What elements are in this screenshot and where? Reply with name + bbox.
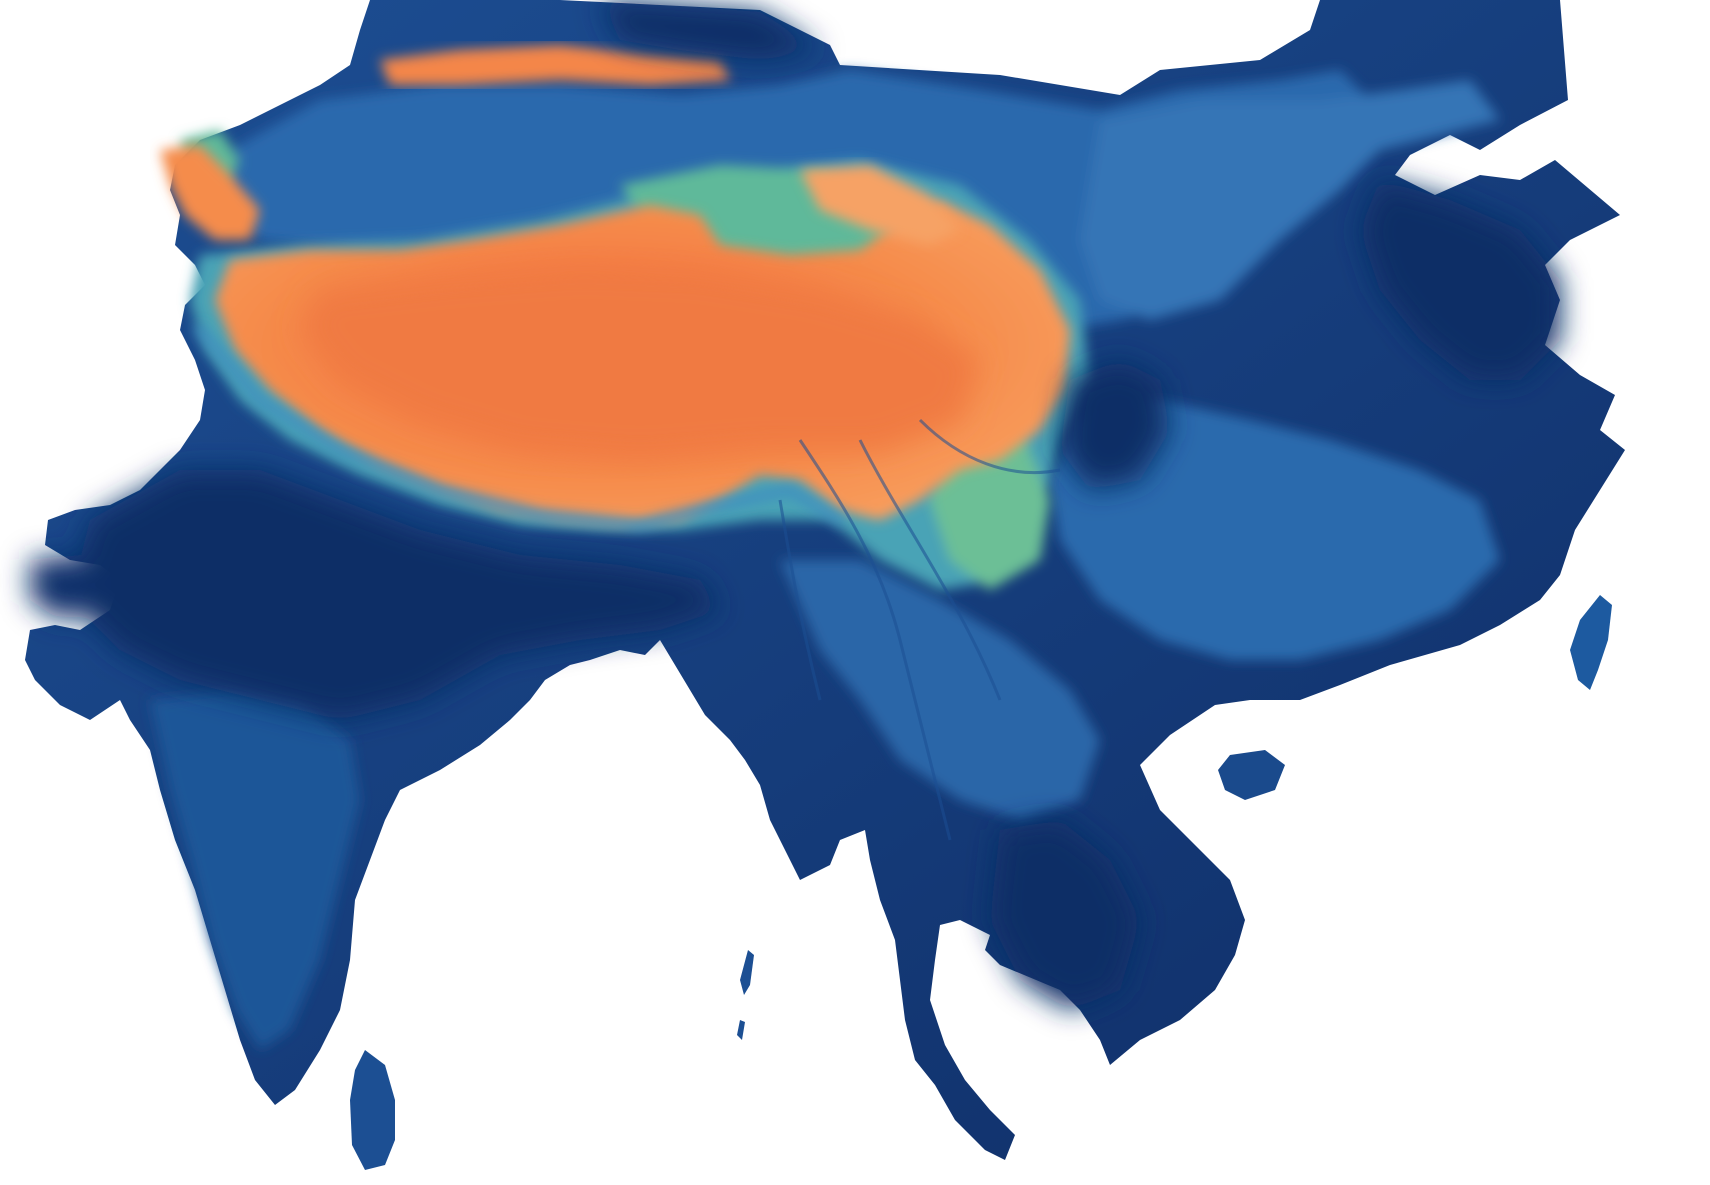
relief-mid-layer [150,70,1500,1050]
himalaya-ridge [195,325,845,531]
landmass-taiwan [1570,595,1612,690]
relief-plateau-layer [160,45,1070,525]
landmass-andaman [740,950,754,995]
landmass-sri-lanka [350,1050,395,1170]
relief-lowland-layer [30,0,1560,1010]
landmass-hainan [1218,750,1285,800]
river-valleys [778,418,1061,841]
landmass-andaman-2 [737,1020,745,1040]
